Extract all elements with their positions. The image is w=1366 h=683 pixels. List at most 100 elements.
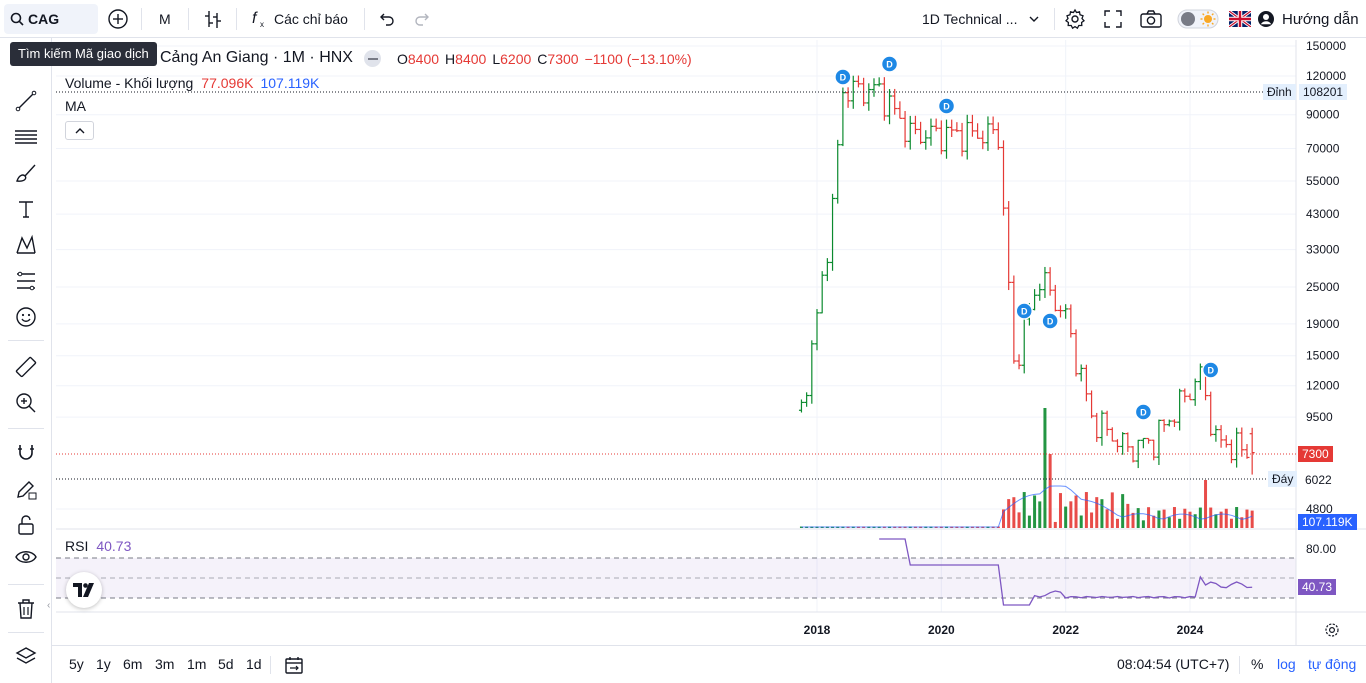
peak-label: Đỉnh [1263,84,1296,100]
log-toggle[interactable]: log [1277,656,1296,672]
toolbar-divider [236,8,237,30]
compare-button[interactable] [107,6,129,32]
lock-drawing-tool[interactable] [13,476,39,502]
smiley-icon [16,307,36,327]
low-label: L [492,51,501,67]
volume-bar [1131,512,1135,528]
trough-label: Đáy [1268,471,1298,487]
layers-icon [15,647,37,664]
camera-icon [1140,10,1162,28]
search-tooltip: Tìm kiếm Mã giao dịch [10,42,157,66]
volume-value: 77.096K [201,75,254,91]
undo-button[interactable] [376,6,396,32]
volume-bar [1110,492,1114,528]
emoji-tool[interactable] [13,304,39,330]
legend-collapse-button[interactable] [65,121,94,140]
fib-icon [17,271,35,291]
delete-drawings-tool[interactable] [13,596,39,622]
ruler-icon [15,356,37,378]
volume-bar [1178,518,1182,528]
pencil-lock-icon [17,481,37,500]
horizontal-lines-tool[interactable] [13,124,39,150]
interval-label: M [159,11,171,27]
layout-dropdown[interactable]: 1D Technical ... [922,6,1043,32]
redo-button[interactable] [413,6,433,32]
series-menu-button[interactable] [364,50,381,67]
trend-line-icon [15,90,37,112]
volume-bar [1012,497,1016,528]
range-1m[interactable]: 1m [187,656,207,672]
volume-bars [799,408,1254,528]
brush-tool[interactable] [13,160,39,186]
symbol-search[interactable]: CAG [4,4,98,34]
axis-settings-button[interactable] [1324,622,1340,643]
dividend-marker-label: D [1047,317,1054,327]
volume-bar [1167,517,1171,528]
theme-toggle[interactable] [1177,6,1219,32]
volume-bar [1043,408,1047,528]
object-tree-tool[interactable] [13,644,39,670]
ohlc-values: O 8400 H 8400 L 6200 C 7300 −1100 (−13.1… [397,51,692,67]
pattern-tool[interactable] [13,232,39,258]
zoom-tool[interactable] [13,390,39,416]
ruler-tool[interactable] [13,354,39,380]
text-tool[interactable] [13,196,39,222]
volume-bar [1064,506,1068,528]
dividend-marker: D [1015,302,1033,320]
text-icon [19,201,33,218]
trend-line-tool[interactable] [13,88,39,114]
tv-logo-icon [73,583,94,597]
guide-button[interactable]: Hướng dẫn [1257,6,1359,32]
language-button[interactable] [1229,6,1251,32]
pattern-icon [16,234,36,254]
percent-toggle[interactable]: % [1251,656,1264,672]
lock-all-tool[interactable] [13,512,39,538]
horizontal-lines-icon [15,130,37,144]
range-5d[interactable]: 5d [218,656,234,672]
settings-button[interactable] [1064,6,1086,32]
close-label: C [537,51,548,67]
interval-button[interactable]: M [159,6,171,32]
range-1y[interactable]: 1y [96,656,111,672]
volume-ma-value: 107.119K [260,75,320,91]
magnet-tool[interactable] [13,440,39,466]
brush-icon [16,164,36,182]
screenshot-button[interactable] [1139,6,1163,32]
volume-bar [1198,507,1202,528]
volume-bar [1100,499,1104,528]
dividend-marker-label: D [1140,408,1147,418]
volume-bar [1069,501,1073,528]
volume-bar [1224,508,1228,528]
tradingview-logo[interactable] [66,572,102,608]
time-tick-label: 2020 [928,623,955,637]
open-value: 8400 [407,51,440,67]
guide-label: Hướng dẫn [1282,10,1359,28]
volume-bar [1038,501,1042,528]
uk-flag-icon [1229,11,1251,27]
auto-toggle[interactable]: tự động [1308,656,1357,672]
dividend-marker: D [1134,403,1153,421]
range-5y[interactable]: 5y [69,656,84,672]
volume-bar [1033,495,1037,528]
toolbar-collapse-handle[interactable]: ‹ [47,600,51,611]
indicators-button[interactable]: f x Các chỉ báo [250,6,348,32]
hide-drawings-tool[interactable] [13,544,39,570]
chart-style-button[interactable] [202,6,224,32]
gear-icon [1325,623,1339,637]
volume-bar [1058,493,1062,528]
fullscreen-button[interactable] [1102,6,1124,32]
toolbar-divider [1054,8,1055,30]
rsi-value: 40.73 [96,538,132,554]
price-bars [798,75,1255,475]
range-3m[interactable]: 3m [155,656,175,672]
volume-bar [1090,512,1094,528]
range-6m[interactable]: 6m [123,656,143,672]
prediction-tool[interactable] [13,268,39,294]
date-range-button[interactable] [283,654,305,681]
range-1d[interactable]: 1d [246,656,262,672]
volume-legend: Volume - Khối lượng 77.096K 107.119K [65,75,319,91]
rsi-label: RSI [65,538,89,554]
volume-bar [1188,511,1192,528]
